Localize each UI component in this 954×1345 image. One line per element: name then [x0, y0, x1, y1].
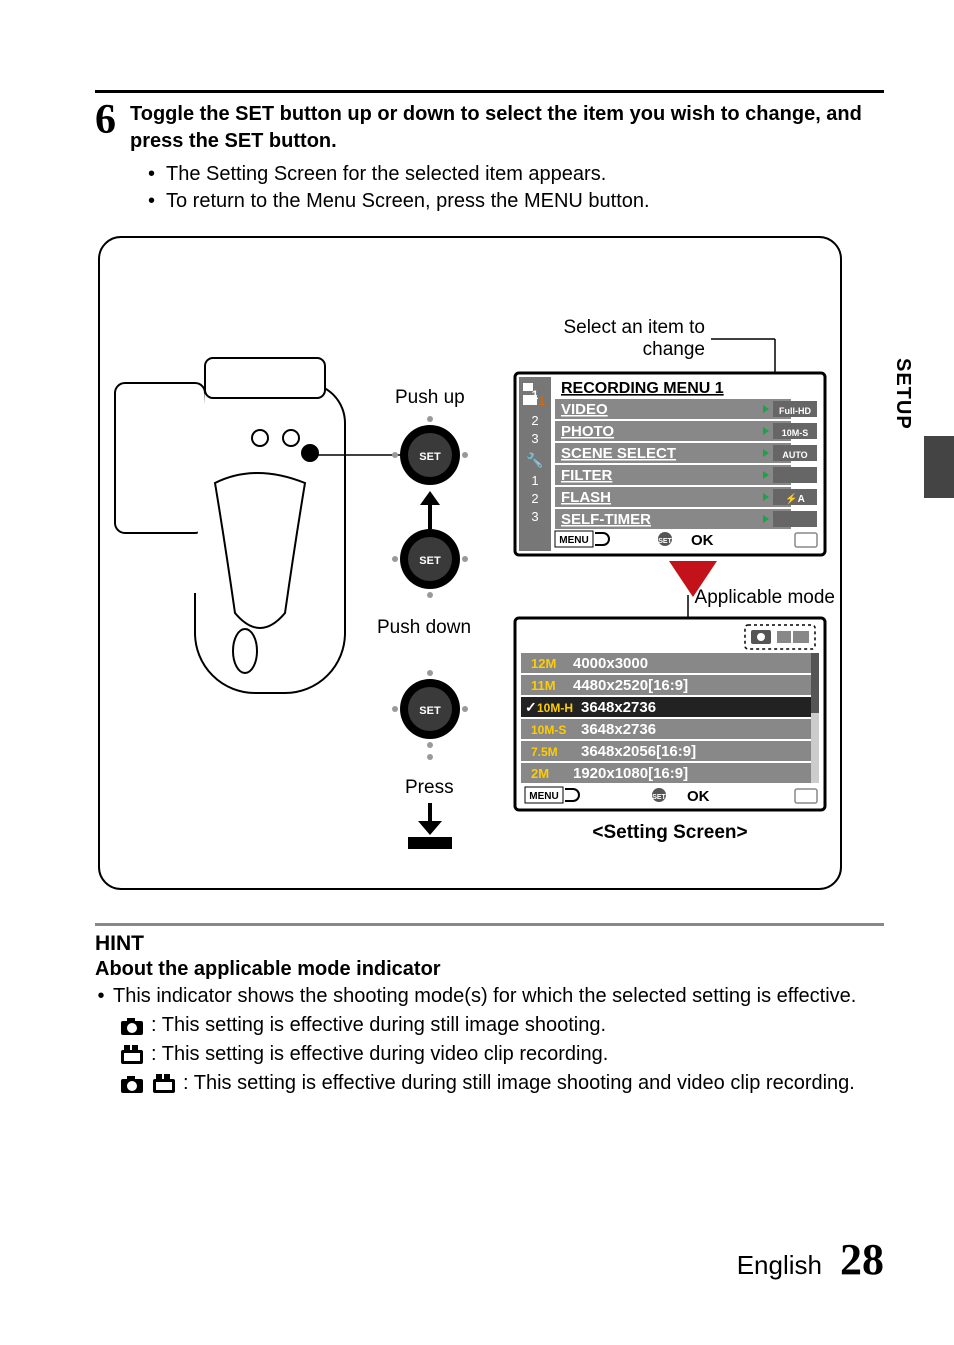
- res-label: 1920x1080[16:9]: [573, 765, 688, 782]
- camera-icon: [119, 1070, 145, 1094]
- svg-text:1: 1: [538, 394, 545, 408]
- menu-screen-2: 12M 4000x3000 11M 4480x2520[16:9] ✓ 10M-…: [515, 618, 825, 810]
- label-select-1: Select an item to: [563, 317, 705, 338]
- side-tab: 1: [531, 473, 538, 488]
- menu-item: VIDEO: [561, 401, 608, 418]
- svg-text:🔧: 🔧: [526, 451, 543, 469]
- mp-label: 10M-H: [537, 701, 573, 715]
- mp-label: 2M: [531, 766, 549, 781]
- hint-mode-row: : This setting is effective during still…: [95, 1070, 884, 1097]
- side-tab: 2: [531, 413, 538, 428]
- label-applicable-mode: Applicable mode: [695, 587, 835, 608]
- bullet-dot: •: [148, 161, 166, 188]
- set-label: SET: [419, 451, 441, 463]
- label-press: Press: [405, 777, 454, 798]
- res-label: 3648x2056[16:9]: [581, 743, 696, 760]
- mp-label: 10M-S: [531, 723, 566, 737]
- svg-text:✓: ✓: [525, 699, 537, 715]
- res-label: 3648x2736: [581, 721, 656, 738]
- side-tab: 3: [531, 509, 538, 524]
- svg-text:SET: SET: [652, 794, 666, 801]
- menu-badge: 10M-S: [782, 428, 809, 438]
- menu-btn: MENU: [529, 791, 558, 802]
- diagram: Push up SET SET Push down: [95, 233, 884, 893]
- label-push-up: Push up: [395, 387, 465, 408]
- menu-badge: ⚡A: [785, 492, 805, 505]
- step-bullet: • The Setting Screen for the selected it…: [148, 161, 884, 188]
- bullet-dot: •: [148, 188, 166, 215]
- side-tab: 2: [531, 491, 538, 506]
- camcorder: [115, 358, 345, 693]
- step-number: 6: [95, 99, 116, 141]
- menu-item: FILTER: [561, 467, 613, 484]
- hint-mode-text: : This setting is effective during still…: [151, 1012, 606, 1039]
- bullet-text: To return to the Menu Screen, press the …: [166, 188, 650, 215]
- side-tab: 3: [531, 431, 538, 446]
- set-label: SET: [419, 555, 441, 567]
- hint-mode-row: : This setting is effective during video…: [95, 1041, 884, 1068]
- svg-text:SET: SET: [658, 538, 672, 545]
- label-setting-screen: <Setting Screen>: [592, 822, 747, 843]
- menu-screen-1: 1 1 2 3 🔧 1 2 3 RECORDING MENU 1 VIDEO: [515, 373, 825, 555]
- set-label: SET: [419, 705, 441, 717]
- menu-item: PHOTO: [561, 423, 614, 440]
- page-footer: English 28: [737, 1234, 884, 1285]
- menu-title: RECORDING MENU 1: [561, 380, 724, 397]
- mp-label: 11M: [531, 678, 556, 693]
- top-rule: [95, 90, 884, 93]
- video-icon: [119, 1041, 145, 1065]
- label-push-down: Push down: [377, 617, 471, 638]
- bullet-text: The Setting Screen for the selected item…: [166, 161, 606, 188]
- hint-subtitle: About the applicable mode indicator: [95, 958, 884, 981]
- hint-rule: [95, 923, 884, 926]
- side-section-label: SETUP: [891, 358, 914, 430]
- res-label: 4000x3000: [573, 655, 648, 672]
- mp-label: 12M: [531, 656, 556, 671]
- res-label: 4480x2520[16:9]: [573, 677, 688, 694]
- footer-language: English: [737, 1250, 822, 1281]
- mp-label: 7.5M: [531, 745, 558, 759]
- res-label: 3648x2736: [581, 699, 656, 716]
- menu-badge: AUTO: [782, 450, 807, 460]
- hint-intro-text: This indicator shows the shooting mode(s…: [113, 983, 856, 1010]
- step-6: 6 Toggle the SET button up or down to se…: [95, 101, 884, 215]
- video-icon: [151, 1070, 177, 1094]
- step-bullet: • To return to the Menu Screen, press th…: [148, 188, 884, 215]
- hint-mode-text: : This setting is effective during video…: [151, 1041, 608, 1068]
- menu-item: FLASH: [561, 489, 611, 506]
- ok-label: OK: [687, 788, 710, 805]
- side-section-tab: SETUP: [922, 358, 954, 518]
- step-title: Toggle the SET button up or down to sele…: [130, 101, 884, 155]
- label-select-2: change: [643, 339, 705, 360]
- hint-title: HINT: [95, 932, 884, 956]
- footer-page-number: 28: [840, 1234, 884, 1285]
- menu-item: SCENE SELECT: [561, 445, 676, 462]
- menu-badge: Full-HD: [779, 406, 811, 416]
- menu-btn: MENU: [559, 535, 588, 546]
- hint-mode-text: : This setting is effective during still…: [183, 1070, 855, 1097]
- ok-label: OK: [691, 532, 714, 549]
- hint-mode-row: : This setting is effective during still…: [95, 1012, 884, 1039]
- camera-icon: [119, 1012, 145, 1036]
- hint-intro: • This indicator shows the shooting mode…: [95, 983, 884, 1010]
- set-buttons-group: Push up SET SET Push down: [377, 387, 471, 849]
- menu-item: SELF-TIMER: [561, 511, 651, 528]
